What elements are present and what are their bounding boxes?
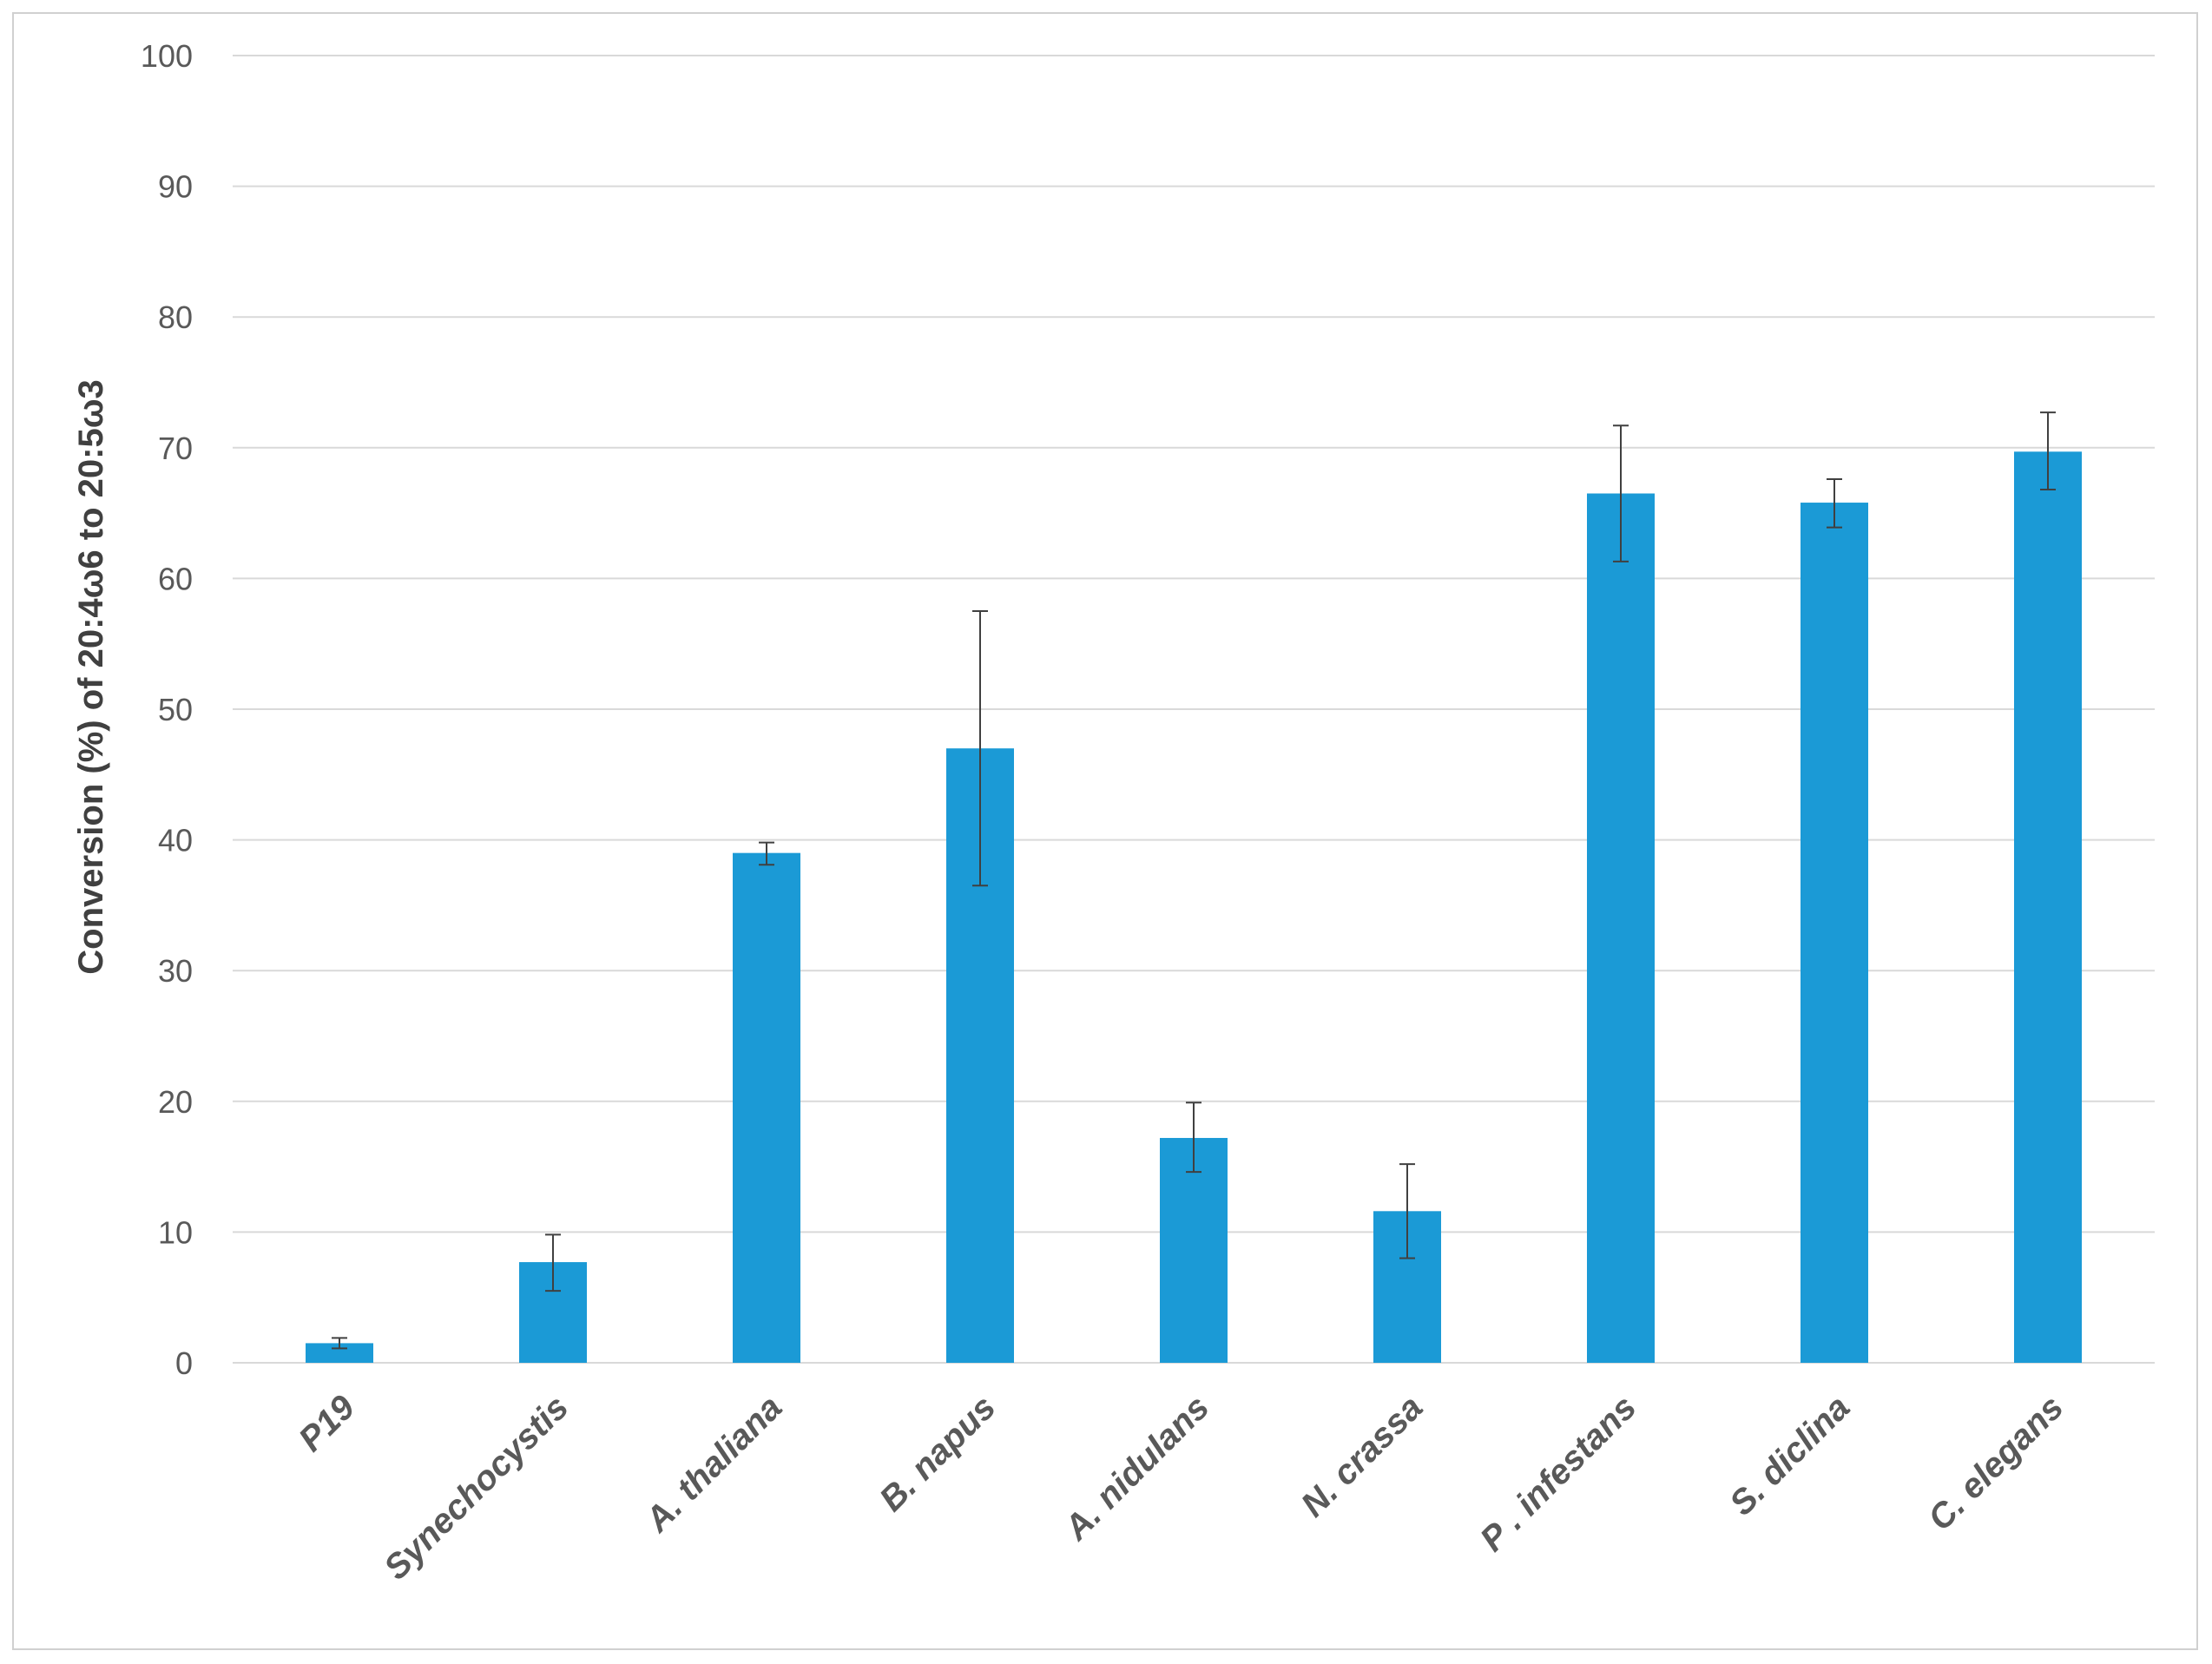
y-tick-label: 50 — [158, 692, 193, 727]
bar — [306, 1343, 373, 1363]
x-category-label: P . infestans — [1473, 1388, 1644, 1559]
y-tick-label: 90 — [158, 169, 193, 205]
error-bar — [1613, 424, 1629, 562]
y-tick-label: 30 — [158, 953, 193, 989]
y-axis-tick-labels: 0 10 20 30 40 50 60 70 80 90 100 — [141, 38, 193, 1381]
error-bar — [2040, 411, 2056, 490]
bar — [733, 852, 800, 1363]
x-category-label: B. napus — [872, 1388, 1004, 1519]
error-bars — [332, 411, 2056, 1350]
y-axis-title: Conversion (%) of 20:4ω6 to 20:5ω3 — [72, 379, 110, 975]
x-category-label: A. nidulans — [1057, 1388, 1216, 1548]
error-bar — [972, 610, 988, 887]
y-tick-label: 0 — [175, 1345, 193, 1381]
bar — [1801, 503, 1868, 1363]
bars — [306, 451, 2082, 1363]
x-axis-category-labels: P19 Synechocystis A. thaliana B. napus A. ni… — [292, 1388, 2070, 1588]
bar — [1160, 1137, 1228, 1363]
x-category-label: S. diclina — [1722, 1388, 1857, 1523]
x-category-label: A. thaliana — [638, 1388, 790, 1540]
x-category-label: Synechocystis — [377, 1388, 576, 1587]
error-bar — [545, 1233, 561, 1292]
y-tick-label: 80 — [158, 299, 193, 335]
error-bar — [759, 841, 774, 866]
error-bar — [332, 1337, 347, 1350]
error-bar — [1399, 1163, 1415, 1260]
bar — [2014, 451, 2082, 1363]
x-category-label: N. crassa — [1294, 1388, 1430, 1524]
bar — [1587, 493, 1655, 1363]
x-category-label: P19 — [292, 1388, 363, 1459]
y-tick-label: 40 — [158, 823, 193, 858]
x-category-label: C. elegans — [1921, 1388, 2071, 1538]
y-tick-label: 10 — [158, 1214, 193, 1250]
y-tick-label: 70 — [158, 431, 193, 466]
error-bar — [1186, 1102, 1201, 1174]
error-bar — [1827, 477, 1842, 529]
y-tick-label: 60 — [158, 561, 193, 596]
y-tick-label: 20 — [158, 1084, 193, 1120]
y-tick-label: 100 — [141, 38, 193, 74]
